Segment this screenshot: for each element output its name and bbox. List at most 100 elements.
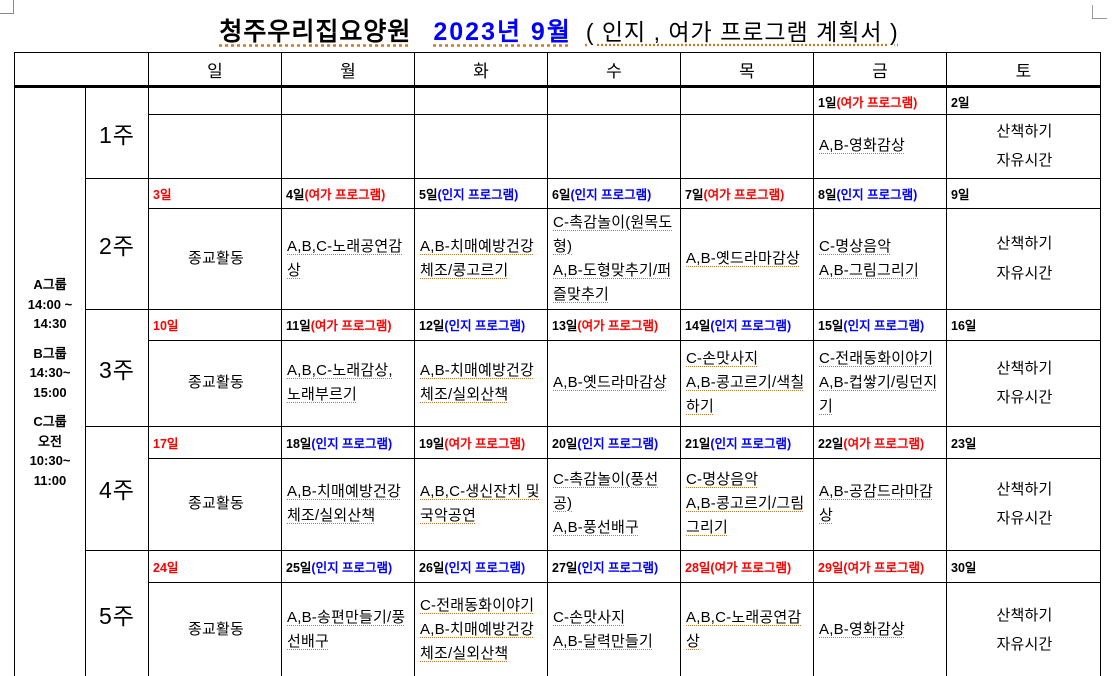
day-number: 29일 bbox=[818, 560, 844, 575]
date-cell-w4-d3: 20일(인지 프로그램) bbox=[547, 425, 681, 459]
day-number: 3일 bbox=[153, 187, 172, 202]
sidebar-group: C그룹 오전 10:30~ 11:00 bbox=[16, 412, 84, 490]
week-4-program-row: 종교활동 A,B-치매예방건강체조/실외산책 A,B,C-생신잔치 및 국악공연 C-… bbox=[15, 457, 1101, 551]
group-name: B그룹 bbox=[33, 345, 67, 361]
program-item: 산책하기 bbox=[996, 480, 1053, 498]
program-type-tag: (인지 프로그램) bbox=[437, 187, 519, 202]
page-corner-mark-left bbox=[0, 0, 14, 14]
week-label-3: 3주 bbox=[85, 308, 149, 427]
program-type-tag: (인지 프로그램) bbox=[577, 560, 659, 575]
date-cell-w1-d2 bbox=[414, 86, 548, 115]
program-item: 자유시간 bbox=[996, 264, 1053, 282]
day-number: 8일 bbox=[818, 187, 837, 202]
program-item: C-촉감놀이(원목도형) bbox=[553, 213, 673, 255]
program-type-tag: (여가 프로그램) bbox=[836, 95, 918, 110]
program-item: A,B-공감드라마감상 bbox=[819, 483, 933, 524]
day-number: 13일 bbox=[552, 319, 578, 333]
program-cell-w4-d0: 종교활동 bbox=[148, 457, 282, 551]
calendar-body: A그룹 14:00 ~ 14:30 B그룹 14:30~ 15:00 C그룹 오전 10:30~… bbox=[14, 86, 1101, 676]
date-cell-w3-d6: 16일 bbox=[946, 308, 1101, 341]
program-type-tag: (인지 프로그램) bbox=[843, 319, 925, 333]
date-cell-w5-d6: 30일 bbox=[946, 549, 1101, 583]
date-cell-w3-d0: 10일 bbox=[148, 308, 282, 341]
program-item: A,B-달력만들기 bbox=[553, 633, 653, 650]
group-name: A그룹 bbox=[33, 277, 67, 293]
program-item: A,B-옛드라마감상 bbox=[686, 249, 800, 267]
group-time: 11:00 bbox=[33, 472, 67, 488]
program-cell-w4-d4: C-명상음악 A,B-콩고르기/그림그리기 bbox=[680, 457, 814, 551]
program-cell-w4-d2: A,B,C-생신잔치 및 국악공연 bbox=[414, 457, 548, 551]
program-item: 자유시간 bbox=[996, 510, 1053, 527]
week-1-date-row: A그룹 14:00 ~ 14:30 B그룹 14:30~ 15:00 C그룹 오전 10:30~… bbox=[14, 86, 1101, 676]
program-cell-w2-d4: A,B-옛드라마감상 bbox=[680, 207, 814, 310]
week-label-4: 4주 bbox=[85, 425, 149, 551]
date-cell-w3-d1: 11일(여가 프로그램) bbox=[281, 308, 415, 341]
program-type-tag: (인지 프로그램) bbox=[311, 560, 393, 575]
program-item: A,B-콩고르기/색칠하기 bbox=[686, 374, 805, 415]
day-number: 11일 bbox=[286, 319, 311, 333]
program-item: 종교활동 bbox=[187, 249, 244, 267]
date-cell-w1-d3 bbox=[547, 86, 681, 115]
program-item: A,B-치매예방건강체조/실외산책 bbox=[420, 621, 534, 662]
program-type-tag: (여가 프로그램) bbox=[310, 319, 392, 333]
program-type-tag: (인지 프로그램) bbox=[570, 187, 652, 202]
program-item: 종교활동 bbox=[187, 495, 244, 513]
program-cell-w4-d5: A,B-공감드라마감상 bbox=[813, 457, 947, 551]
program-item: A,B,C-생신잔치 및 국악공연 bbox=[420, 483, 540, 524]
program-item: A,B-치매예방건강체조/실외산책 bbox=[420, 362, 534, 403]
date-cell-w3-d3: 13일(여가 프로그램) bbox=[547, 308, 681, 341]
day-number: 12일 bbox=[419, 319, 445, 333]
program-cell-w2-d5: C-명상음악 A,B-그림그리기 bbox=[813, 207, 947, 310]
date-cell-w5-d4: 28일(여가 프로그램) bbox=[680, 549, 814, 583]
week-label-5: 5주 bbox=[85, 549, 149, 676]
date-cell-w3-d2: 12일(인지 프로그램) bbox=[414, 308, 548, 341]
program-item: 자유시간 bbox=[996, 152, 1053, 170]
day-number: 19일 bbox=[419, 436, 445, 451]
day-header-row: 일 월 화 수 목 금 토 bbox=[14, 52, 1101, 88]
program-cell-w2-d2: A,B-치매예방건강체조/콩고르기 bbox=[414, 207, 548, 310]
date-cell-w2-d5: 8일(인지 프로그램) bbox=[813, 177, 947, 209]
program-cell-w3-d5: C-전래동화이야기 A,B-컵쌓기/링던지기 bbox=[813, 339, 947, 427]
document-title: 청주우리집요양원 2023년 9월 ( 인지 , 여가 프로그램 계획서 ) bbox=[0, 0, 1118, 52]
program-item: A,B-그림그리기 bbox=[819, 261, 919, 279]
day-number: 7일 bbox=[685, 187, 704, 202]
program-item: A,B-치매예방건강체조/실외산책 bbox=[287, 483, 401, 524]
week-1-program-row: A,B-영화감상 산책하기 자유시간 bbox=[15, 114, 1101, 179]
program-cell-w5-d6: 산책하기 자유시간 bbox=[946, 581, 1101, 676]
program-item: A,B-옛드라마감상 bbox=[553, 374, 667, 391]
program-item: 산책하기 bbox=[996, 606, 1053, 624]
day-number: 2일 bbox=[951, 95, 970, 110]
program-item: A,B-풍선배구 bbox=[553, 519, 639, 536]
program-item: 산책하기 bbox=[996, 235, 1053, 253]
program-item: 종교활동 bbox=[187, 374, 244, 392]
day-number: 15일 bbox=[818, 319, 844, 333]
date-cell-w1-d5: 1일(여가 프로그램) bbox=[813, 86, 947, 115]
week-3-date-row: 3주 10일 11일(여가 프로그램) 12일(인지 프로그램) 13일(여가 프로그램… bbox=[15, 308, 1101, 427]
program-type-tag: (여가 프로그램) bbox=[843, 560, 925, 575]
program-item: C-손맛사지 bbox=[553, 609, 626, 626]
program-cell-w2-d0: 종교활동 bbox=[148, 207, 282, 310]
date-cell-w4-d0: 17일 bbox=[148, 425, 282, 459]
day-header-thu: 목 bbox=[680, 52, 814, 88]
program-item: A,B-컵쌓기/링던지기 bbox=[819, 374, 938, 415]
program-type-tag: (여가 프로그램) bbox=[304, 187, 386, 202]
date-cell-w3-d4: 14일(인지 프로그램) bbox=[680, 308, 814, 341]
date-cell-w2-d6: 9일 bbox=[946, 177, 1101, 209]
program-type-tag: (여가 프로그램) bbox=[710, 560, 792, 575]
date-cell-w2-d4: 7일(여가 프로그램) bbox=[680, 177, 814, 209]
week-label-1: 1주 bbox=[85, 86, 149, 179]
program-item: C-전래동화이야기 bbox=[819, 350, 934, 367]
program-item: A,B,C-노래공연감상 bbox=[686, 609, 802, 650]
program-item: A,B-콩고르기/그림그리기 bbox=[686, 495, 805, 536]
program-item: 산책하기 bbox=[996, 359, 1053, 377]
program-item: A,B-도형맞추기/퍼즐맞추기 bbox=[553, 261, 672, 303]
facility-name: 청주우리집요양원 bbox=[219, 18, 412, 46]
week-2-date-row: 2주 3일 4일(여가 프로그램) 5일(인지 프로그램) 6일(인지 프로그램) 7일(… bbox=[15, 177, 1101, 310]
group-time: 10:30~ bbox=[29, 453, 71, 469]
program-item: 산책하기 bbox=[996, 123, 1053, 140]
day-number: 18일 bbox=[286, 436, 312, 451]
date-cell-w2-d1: 4일(여가 프로그램) bbox=[281, 177, 415, 209]
